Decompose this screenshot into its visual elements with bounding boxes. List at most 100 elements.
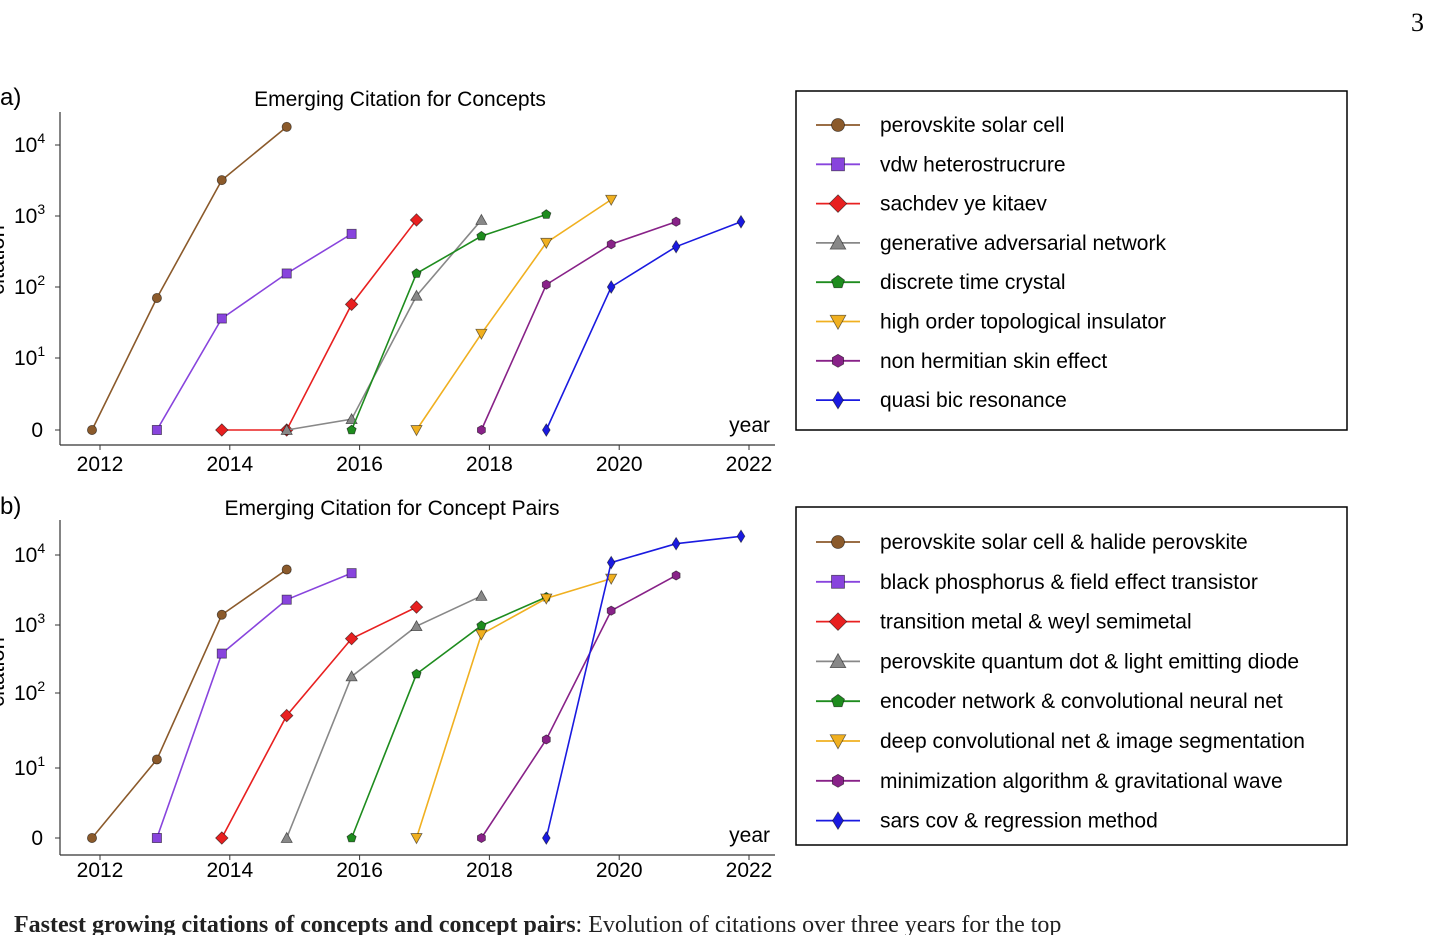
series-discrete-time-crystal	[346, 209, 552, 435]
chart-panel-b: b) Emerging Citation for Concept Pairs cit…	[0, 493, 1348, 882]
data-point	[477, 424, 486, 436]
legend-entry: sachdev ye kitaev	[816, 193, 1047, 216]
y-tick-label: 104	[14, 130, 45, 157]
series-line	[221, 219, 418, 431]
legend-label: sachdev ye kitaev	[880, 193, 1047, 216]
panel-label: b)	[0, 493, 21, 520]
data-point	[410, 425, 423, 437]
series-line	[545, 220, 742, 431]
legend-marker	[829, 734, 847, 750]
data-point	[281, 564, 292, 575]
legend-entry: perovskite solar cell & halide perovskit…	[816, 531, 1248, 554]
series-minimization-algorithm-gravitational-wave	[477, 570, 681, 844]
y-tick-label: 0	[31, 419, 43, 442]
chart-title: Emerging Citation for Concept Pairs	[225, 497, 560, 520]
y-tick-label: 0	[31, 827, 43, 850]
series-quasi-bic-resonance	[541, 214, 746, 437]
legend-entry: sars cov & regression method	[816, 810, 1158, 833]
legend-entry: transition metal & weyl semimetal	[816, 611, 1192, 634]
legend-entry: generative adversarial network	[816, 232, 1166, 255]
series-non-hermitian-skin-effect	[477, 216, 681, 436]
series-black-phosphorus-field-effect-transistor	[151, 568, 357, 844]
legend: perovskite solar cell & halide perovskit…	[795, 506, 1348, 846]
data-point	[606, 605, 616, 616]
legend-label: sars cov & regression method	[880, 810, 1158, 833]
legend-label: non hermitian skin effect	[880, 350, 1107, 373]
series-line	[91, 126, 288, 431]
data-point	[215, 423, 229, 437]
data-point	[475, 629, 488, 641]
y-axis-label: citation	[0, 637, 9, 707]
caption-bold: Fastest growing citations of concepts an…	[14, 912, 576, 935]
data-point	[736, 529, 746, 544]
data-point	[475, 213, 488, 225]
legend-entry: minimization algorithm & gravitational w…	[816, 770, 1283, 793]
data-point	[216, 609, 227, 620]
data-point	[410, 619, 423, 632]
legend-box	[795, 90, 1348, 431]
legend-marker	[831, 574, 845, 589]
legend-entry: perovskite quantum dot & light emitting …	[816, 650, 1299, 673]
data-point	[280, 831, 293, 843]
legend-marker	[831, 274, 845, 289]
data-point	[216, 313, 227, 324]
series-line	[156, 233, 353, 431]
figure: a) Emerging Citation for Concepts citation…	[0, 84, 1348, 882]
legend-marker	[831, 693, 845, 708]
data-point	[410, 833, 423, 845]
legend-label: quasi bic resonance	[880, 389, 1067, 412]
data-point	[87, 424, 98, 435]
legend-label: transition metal & weyl semimetal	[880, 611, 1192, 634]
data-point	[216, 175, 227, 186]
data-point	[540, 237, 553, 250]
legend-label: perovskite solar cell	[880, 114, 1064, 137]
legend-entry: discrete time crystal	[816, 271, 1066, 294]
data-point	[606, 555, 616, 570]
legend-label: encoder network & convolutional neural n…	[880, 690, 1283, 713]
data-point	[475, 328, 488, 341]
figure-caption: Fastest growing citations of concepts an…	[14, 912, 1434, 935]
legend-marker	[831, 353, 845, 368]
legend-label: vdw heterostrucrure	[880, 153, 1066, 176]
legend-marker	[832, 811, 844, 831]
data-point	[476, 620, 487, 630]
series-line	[480, 574, 677, 839]
y-tick-label: 104	[14, 540, 45, 567]
x-tick-label: 2016	[336, 453, 383, 476]
x-tick-label: 2012	[77, 453, 124, 476]
y-tick-label: 103	[14, 610, 45, 637]
legend-marker	[828, 194, 848, 213]
legend-label: deep convolutional net & image segmentat…	[880, 730, 1305, 753]
data-point	[344, 297, 359, 312]
data-point	[671, 536, 681, 551]
data-point	[606, 239, 616, 250]
data-point	[411, 268, 422, 278]
legend-marker	[831, 773, 845, 788]
page-number: 3	[1411, 8, 1424, 37]
data-point	[736, 214, 746, 229]
data-point	[281, 268, 292, 279]
series-line	[350, 213, 547, 431]
data-point	[345, 412, 358, 425]
legend-marker	[831, 535, 845, 549]
legend-marker	[831, 118, 845, 132]
series-line	[545, 535, 742, 839]
data-point	[541, 209, 552, 219]
data-point	[280, 423, 293, 435]
data-point	[344, 631, 359, 646]
data-point	[411, 668, 422, 679]
data-point	[151, 424, 162, 435]
legend-marker	[828, 612, 848, 631]
panel-label: a)	[0, 84, 21, 111]
y-axis-label: citation	[0, 225, 9, 295]
data-point	[216, 648, 227, 659]
y-tick-label: 102	[14, 678, 45, 705]
legend-marker	[832, 390, 844, 410]
data-point	[541, 831, 551, 845]
series-vdw-heterostrucrure	[151, 228, 357, 435]
data-point	[541, 423, 551, 437]
legend-label: generative adversarial network	[880, 232, 1166, 255]
y-tick-label: 103	[14, 201, 45, 228]
legend-marker	[831, 157, 845, 172]
series-perovskite-solar-cell	[87, 121, 292, 435]
